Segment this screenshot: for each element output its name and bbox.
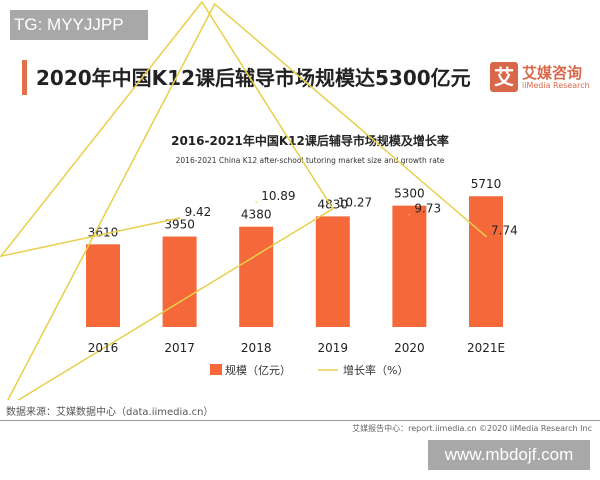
bar-label-2021E: 5710 bbox=[471, 177, 502, 191]
iimedia-logo: 艾 艾媒咨询 iiMedia Research bbox=[490, 62, 595, 96]
data-source: 数据来源：艾媒数据中心（data.iimedia.cn） bbox=[6, 407, 214, 418]
chart: 2016-2021年中国K12课后辅导市场规模及增长率 2016-2021 Ch… bbox=[0, 0, 518, 400]
line-point-2020 bbox=[408, 213, 411, 216]
copyright: 艾媒报告中心：report.iimedia.cn ©2020 iiMedia R… bbox=[352, 424, 592, 433]
bar-2019 bbox=[315, 216, 350, 327]
watermark-top: TG: MYYJJPP bbox=[10, 10, 148, 40]
line-point-2017 bbox=[178, 217, 181, 219]
chart-title: 2016-2021年中国K12课后辅导市场规模及增长率 bbox=[171, 133, 449, 148]
bar-label-2017: 3950 bbox=[164, 218, 195, 232]
legend-bar-label: 规模（亿元） bbox=[225, 363, 291, 377]
chart-subtitle: 2016-2021 China K12 after-school tutorin… bbox=[176, 156, 445, 165]
x-tick-2016: 2016 bbox=[88, 341, 119, 355]
logo-icon: 艾 bbox=[490, 62, 518, 92]
legend-line-label: 增长率（%） bbox=[343, 363, 408, 377]
x-tick-2020: 2020 bbox=[394, 341, 425, 355]
line-label-2020: 9.73 bbox=[414, 202, 441, 216]
line-point-2018 bbox=[255, 201, 257, 203]
bar-2017 bbox=[162, 236, 197, 327]
bar-label-2018: 4380 bbox=[241, 208, 272, 222]
line-label-2021E: 7.74 bbox=[491, 223, 518, 237]
line-point-2019 bbox=[332, 207, 334, 210]
bar-2016 bbox=[86, 244, 120, 327]
line-point-2021E bbox=[485, 235, 487, 238]
logo-cn: 艾媒咨询 bbox=[522, 64, 583, 82]
bar-2021E bbox=[469, 196, 503, 327]
legend-bar-swatch bbox=[210, 364, 222, 375]
footer-divider bbox=[0, 420, 600, 421]
bar-label-2019: 4830 bbox=[318, 197, 349, 211]
bar-label-2020: 5300 bbox=[394, 187, 425, 201]
x-tick-2021E: 2021E bbox=[467, 341, 505, 355]
line-label-2018: 10.89 bbox=[261, 189, 295, 203]
bar-2020 bbox=[392, 205, 427, 327]
page-title: 2020年中国K12课后辅导市场规模达5300亿元 bbox=[36, 66, 471, 90]
bar-2018 bbox=[239, 226, 274, 327]
legend: 规模（亿元） 增长率（%） bbox=[210, 363, 408, 377]
line-label-2019: 10.27 bbox=[338, 196, 372, 210]
line-label-2017: 9.42 bbox=[185, 205, 212, 219]
x-tick-2017: 2017 bbox=[164, 341, 195, 355]
watermark-bottom: www.mbdojf.com bbox=[428, 440, 590, 470]
x-tick-2018: 2018 bbox=[241, 341, 272, 355]
title-accent-bar bbox=[22, 60, 27, 95]
logo-en: iiMedia Research bbox=[522, 81, 590, 90]
x-tick-2019: 2019 bbox=[318, 341, 349, 355]
